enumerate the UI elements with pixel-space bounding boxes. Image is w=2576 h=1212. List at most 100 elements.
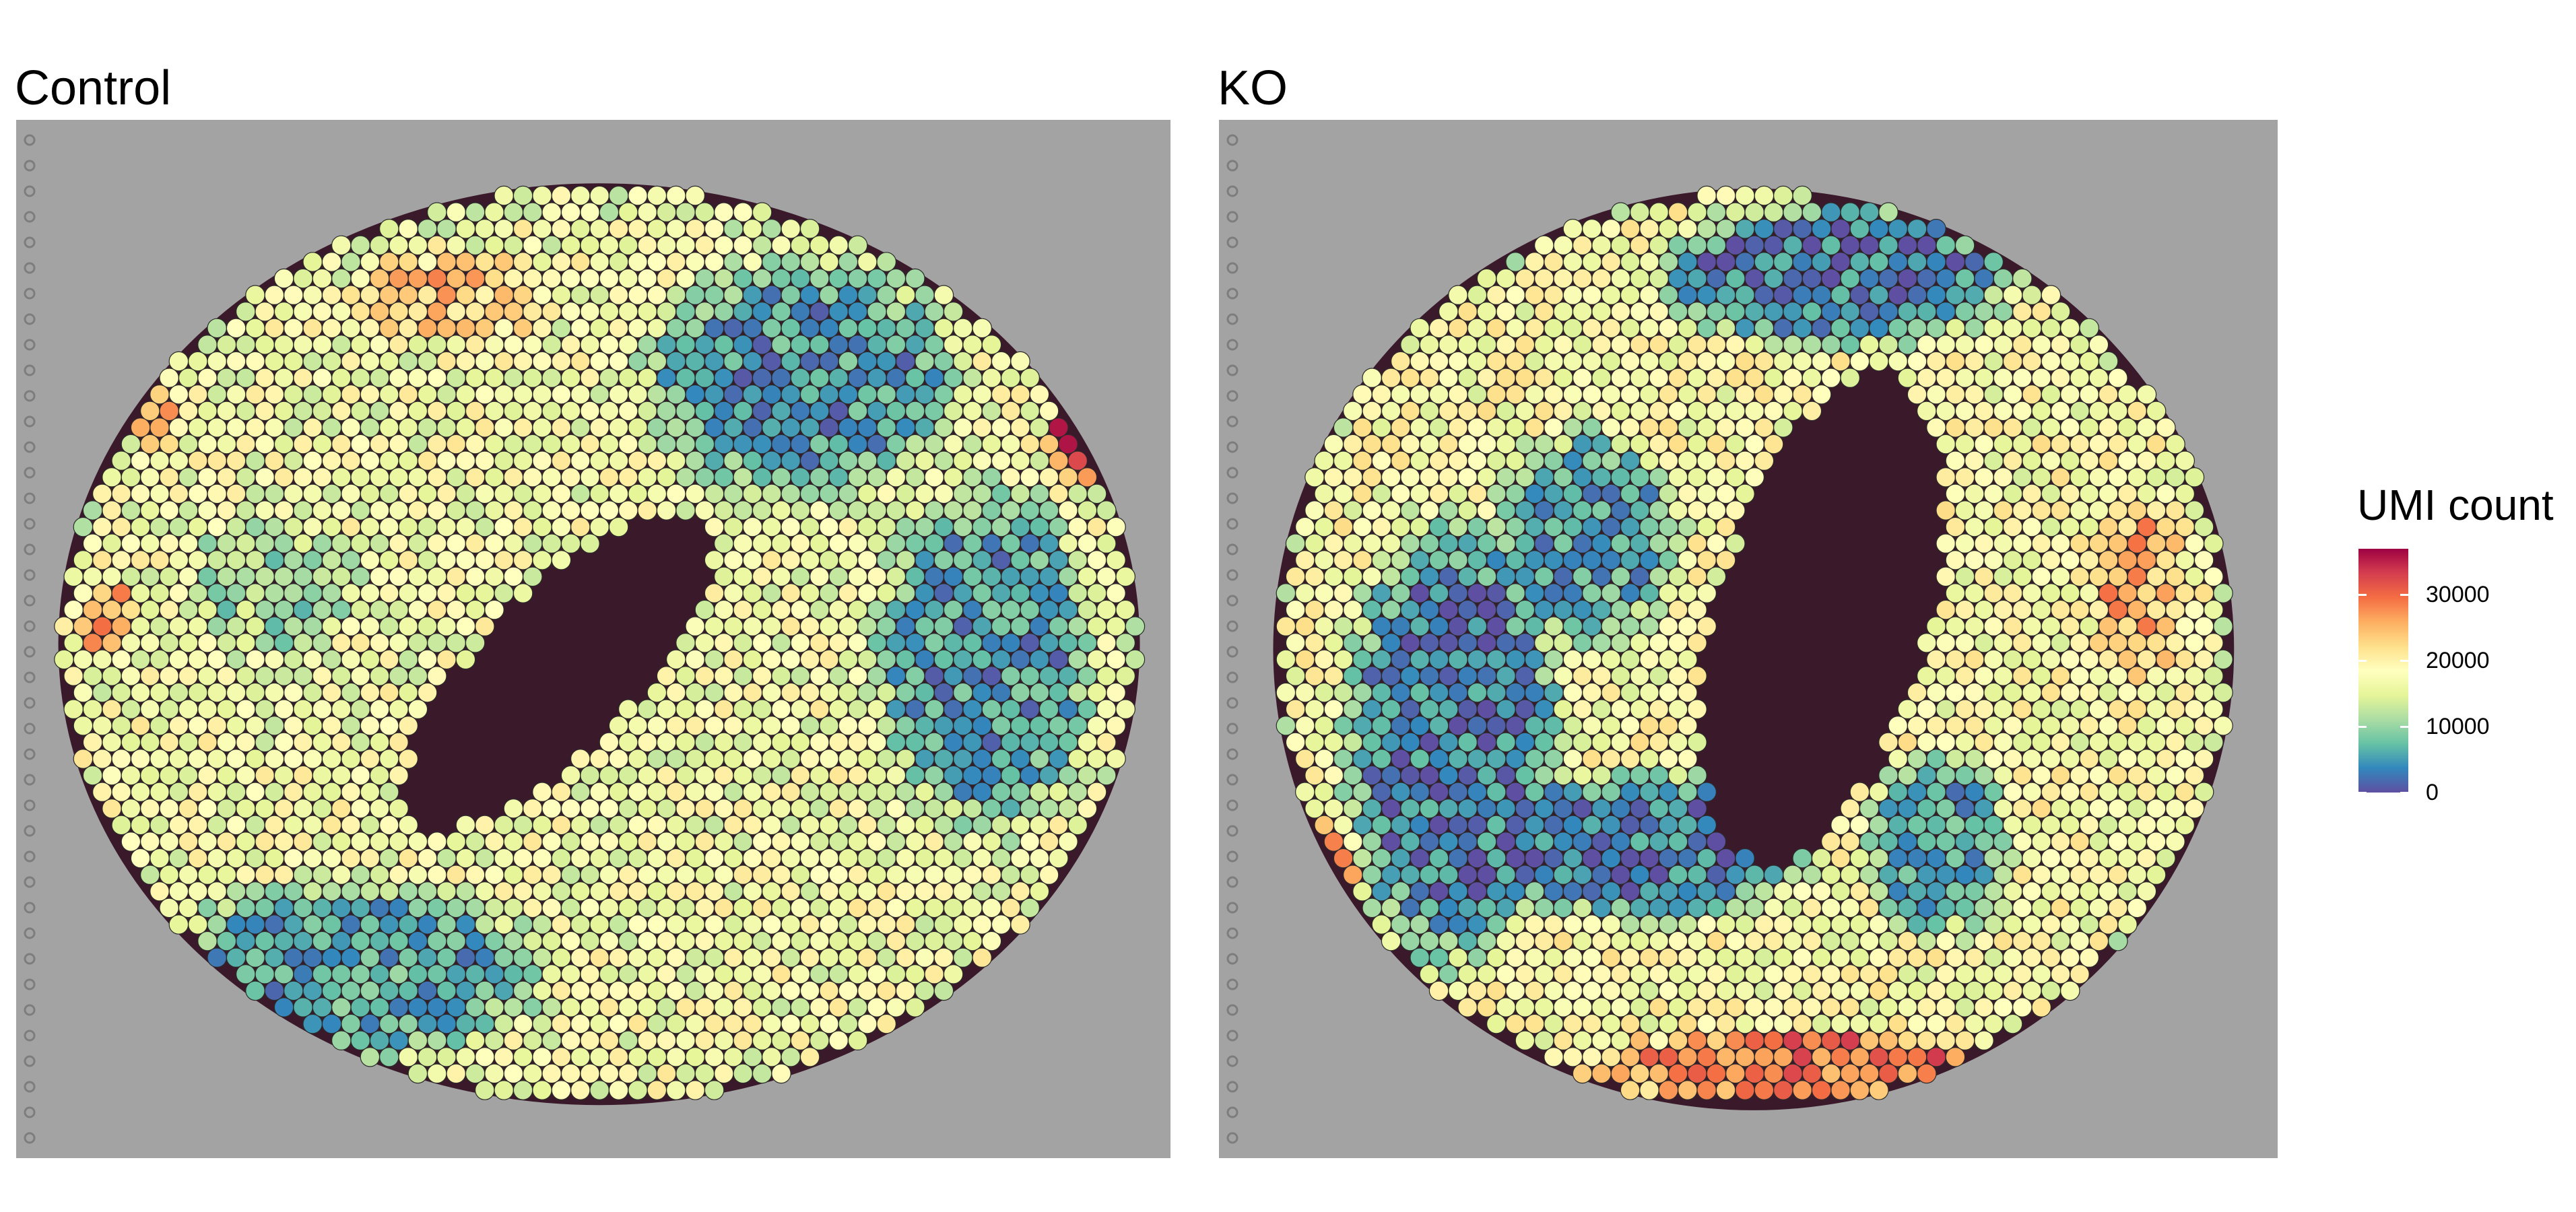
spot (2127, 500, 2147, 520)
spot (2088, 401, 2109, 422)
spot (665, 450, 686, 471)
spot (2079, 815, 2099, 836)
spot (981, 732, 1002, 753)
spot (943, 434, 964, 454)
spot (857, 848, 878, 869)
spot (321, 980, 342, 1001)
spot (2041, 815, 2061, 836)
spot (1096, 732, 1117, 753)
spot (1020, 632, 1040, 653)
fiducial-marker (24, 595, 36, 607)
spot (599, 368, 620, 388)
spot (1601, 749, 1621, 769)
spot (2002, 682, 2023, 703)
spot (102, 666, 122, 686)
spot (742, 782, 763, 802)
spot (407, 898, 428, 918)
spot (1544, 749, 1564, 769)
spot (781, 980, 801, 1001)
spot (665, 649, 686, 670)
spot (1457, 898, 1478, 918)
spot (589, 384, 609, 405)
spot (1954, 832, 1975, 852)
spot (1983, 583, 2004, 603)
spot (1687, 732, 1707, 753)
spot (1410, 881, 1430, 902)
spot (1658, 1047, 1679, 1067)
spot (1457, 301, 1478, 322)
spot (2060, 914, 2080, 935)
spot (2175, 749, 2195, 769)
spot (665, 185, 686, 206)
spot (628, 881, 648, 902)
spot (1840, 235, 1860, 256)
spot (570, 947, 591, 968)
spot (264, 782, 285, 802)
fiducial-marker (24, 671, 36, 683)
spot (130, 450, 151, 471)
spot (1410, 715, 1430, 736)
spot (2060, 649, 2080, 670)
spot (2108, 898, 2128, 918)
spot (1381, 368, 1401, 388)
spot (312, 467, 333, 487)
spot (762, 914, 782, 935)
spot (389, 997, 409, 1017)
spot (1410, 815, 1430, 836)
spot (1897, 898, 1918, 918)
spot (1438, 964, 1459, 984)
spot (1620, 1080, 1641, 1100)
spot (1457, 533, 1478, 553)
spot (1629, 632, 1650, 653)
spot (1419, 434, 1440, 454)
spot (943, 898, 964, 918)
spot (1438, 898, 1459, 918)
spot (2050, 467, 2071, 487)
spot (1629, 335, 1650, 355)
spot (341, 947, 361, 968)
spot (1323, 732, 1344, 753)
spot (665, 1013, 686, 1034)
spot (1868, 980, 1889, 1001)
spot (389, 865, 409, 885)
spot (637, 765, 657, 786)
spot (321, 318, 342, 339)
spot (150, 815, 170, 836)
spot (1840, 997, 1860, 1017)
spot (886, 368, 906, 388)
spot (1601, 252, 1621, 272)
spot (1926, 881, 1946, 902)
spot (599, 898, 620, 918)
spot (1706, 401, 1727, 422)
spot (1448, 947, 1468, 968)
spot (1868, 815, 1889, 836)
spot (828, 798, 849, 819)
spot (1936, 765, 1956, 786)
spot (618, 335, 638, 355)
spot (2108, 533, 2128, 553)
spot (1639, 384, 1659, 405)
spot (455, 1047, 476, 1067)
spot (1954, 467, 1975, 487)
spot (436, 384, 457, 405)
spot (1467, 682, 1488, 703)
spot (1629, 434, 1650, 454)
spot (1371, 848, 1392, 869)
spot (876, 980, 896, 1001)
spot (1496, 500, 1516, 520)
spot (2002, 516, 2023, 537)
spot (723, 616, 744, 636)
spot (1849, 848, 1870, 869)
spot (178, 599, 199, 620)
spot (1610, 268, 1631, 289)
spot (867, 533, 887, 553)
fiducial-marker (24, 339, 36, 351)
spot (1917, 301, 1937, 322)
spot (360, 782, 381, 802)
spot (752, 1063, 772, 1084)
spot (570, 318, 591, 339)
spot (283, 583, 304, 603)
spot (2022, 749, 2042, 769)
spot (665, 483, 686, 504)
spot (150, 782, 170, 802)
